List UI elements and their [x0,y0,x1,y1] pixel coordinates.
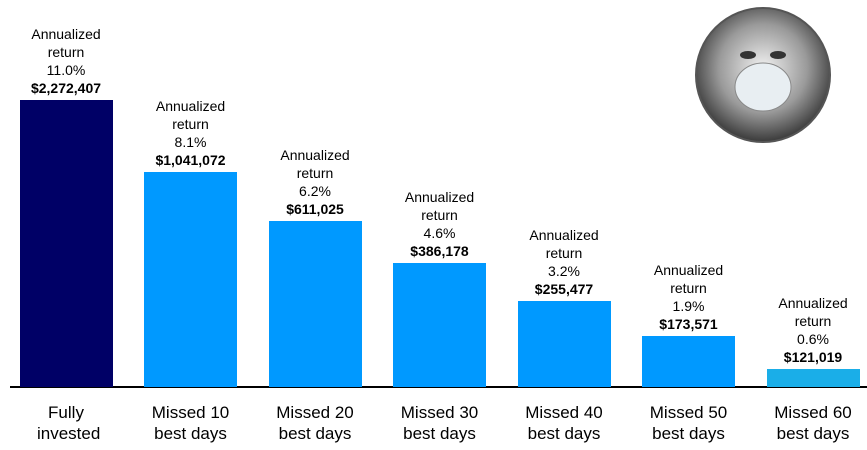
bar [393,263,486,387]
x-tick-label: Missed 40 best days [505,402,623,444]
x-tick-label: Missed 60 best days [754,402,867,444]
return-label: 11.0% [11,61,121,79]
return-title: Annualized return [634,261,744,297]
return-title: Annualized return [509,226,619,262]
return-label: 1.9% [634,297,744,315]
bar [518,301,611,387]
x-tick-label: Missed 20 best days [256,402,374,444]
x-tick-label: Missed 30 best days [381,402,499,444]
bar [269,221,362,387]
x-tick-label: Fully invested [7,402,125,444]
return-title: Annualized return [385,188,495,224]
return-title: Annualized return [11,25,121,61]
value-label: $611,025 [260,200,370,218]
return-label: 0.6% [758,330,867,348]
return-title: Annualized return [260,146,370,182]
value-label: $121,019 [758,348,867,366]
bar [767,369,860,387]
return-label: 8.1% [136,133,246,151]
return-title: Annualized return [136,97,246,133]
value-label: $1,041,072 [136,151,246,169]
bar [20,100,113,387]
bar [144,172,237,387]
value-label: $386,178 [385,242,495,260]
value-label: $255,477 [509,280,619,298]
photo [693,5,833,145]
return-title: Annualized return [758,294,867,330]
return-label: 4.6% [385,224,495,242]
value-label: $173,571 [634,315,744,333]
bar [642,336,735,387]
return-label: 6.2% [260,182,370,200]
x-tick-label: Missed 50 best days [630,402,748,444]
return-label: 3.2% [509,262,619,280]
chart: Annualized return11.0%$2,272,407Fully in… [0,0,867,450]
x-tick-label: Missed 10 best days [132,402,250,444]
value-label: $2,272,407 [11,79,121,97]
